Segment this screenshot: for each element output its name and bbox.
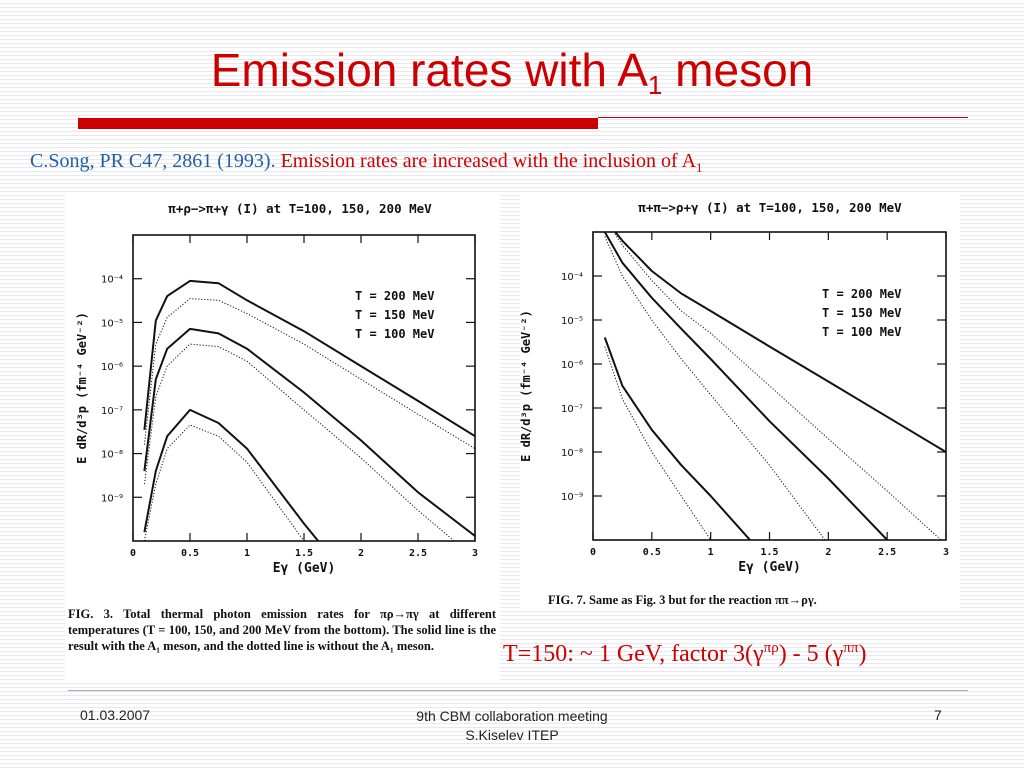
y-tick-label: 10⁻⁷ xyxy=(561,404,583,415)
annotation: T=150: ~ 1 GeV, factor 3(γπρ) - 5 (γππ) xyxy=(503,640,866,668)
x-axis-label: Eγ (GeV) xyxy=(273,561,336,576)
x-tick-label: 0.5 xyxy=(181,548,199,559)
y-tick-label: 10⁻⁹ xyxy=(101,493,123,504)
chart-title: π+ρ−>π+γ (I) at T=100, 150, 200 MeV xyxy=(168,201,432,216)
series-line xyxy=(604,346,712,540)
series-line xyxy=(143,424,305,541)
footer-date: 01.03.2007 xyxy=(80,707,151,723)
x-tick-label: 1.5 xyxy=(760,547,778,558)
slide-title: Emission rates with A1 meson xyxy=(0,42,1024,113)
title-subscript: 1 xyxy=(647,70,663,100)
y-tick-label: 10⁻⁶ xyxy=(101,362,123,373)
series-line xyxy=(612,232,942,540)
page-number: 7 xyxy=(934,707,942,723)
legend-entry: T = 100 MeV xyxy=(822,325,901,339)
x-tick-label: 1 xyxy=(708,547,714,558)
series-line xyxy=(604,236,826,540)
x-tick-label: 2 xyxy=(825,547,831,558)
series-line xyxy=(143,298,475,450)
title-rule xyxy=(598,117,968,118)
y-tick-label: 10⁻⁸ xyxy=(101,450,123,461)
series-line xyxy=(603,337,752,540)
legend-entry: T = 100 MeV xyxy=(355,327,434,341)
subtitle: C.Song, PR C47, 2861 (1993). Emission ra… xyxy=(30,150,703,176)
plot-frame xyxy=(592,231,947,541)
figure-panel xyxy=(65,195,500,680)
figure-caption: FIG. 7. Same as Fig. 3 but for the react… xyxy=(548,593,817,607)
x-tick-label: 3 xyxy=(943,547,949,558)
footer-author: S.Kiselev ITEP xyxy=(465,727,559,743)
legend-entry: T = 200 MeV xyxy=(822,287,901,301)
series-line xyxy=(143,279,475,438)
legend-entry: T = 200 MeV xyxy=(355,289,434,303)
x-tick-label: 1 xyxy=(244,548,250,559)
x-tick-label: 0.5 xyxy=(643,547,661,558)
annotation-superscript: πρ xyxy=(763,640,779,656)
legend-entry: T = 150 MeV xyxy=(822,306,901,320)
reference: C.Song, PR C47, 2861 (1993). xyxy=(30,150,276,172)
series-line xyxy=(143,408,320,541)
title-text: Emission rates with A xyxy=(210,44,648,96)
x-tick-label: 0 xyxy=(590,547,596,558)
series-line xyxy=(603,232,888,540)
y-tick-label: 10⁻⁶ xyxy=(561,360,583,371)
x-tick-label: 2.5 xyxy=(878,547,896,558)
y-tick-label: 10⁻⁸ xyxy=(561,448,583,459)
plot-frame xyxy=(132,234,476,542)
title-text: meson xyxy=(662,44,814,96)
chart-title: π+π−>ρ+γ (I) at T=100, 150, 200 MeV xyxy=(638,200,902,215)
title-bar xyxy=(78,118,598,129)
y-tick-label: 10⁻⁷ xyxy=(101,406,123,417)
x-tick-label: 3 xyxy=(472,548,478,559)
annotation-text: ) xyxy=(858,641,867,667)
y-tick-label: 10⁻⁴ xyxy=(101,275,123,286)
annotation-superscript: ππ xyxy=(843,640,859,656)
series-line xyxy=(614,232,946,453)
y-axis-label: E dR/d³p (fm⁻⁴ GeV⁻²) xyxy=(75,312,89,464)
subtitle-text: Emission rates are increased with the in… xyxy=(280,150,697,172)
y-tick-label: 10⁻⁵ xyxy=(101,318,123,329)
series-line xyxy=(143,343,456,541)
y-tick-label: 10⁻⁴ xyxy=(561,272,583,283)
annotation-text: T=150: ~ 1 GeV, factor 3(γ xyxy=(503,641,764,667)
y-tick-label: 10⁻⁹ xyxy=(561,492,583,503)
y-tick-label: 10⁻⁵ xyxy=(561,316,583,327)
x-tick-label: 0 xyxy=(130,548,136,559)
footer-rule xyxy=(68,690,968,691)
subtitle-subscript: 1 xyxy=(696,160,703,175)
x-tick-label: 2 xyxy=(358,548,364,559)
y-axis-label: E dR/d³p (fm⁻⁴ GeV⁻²) xyxy=(519,310,533,462)
series-line xyxy=(143,327,475,537)
x-tick-label: 1.5 xyxy=(295,548,313,559)
legend-entry: T = 150 MeV xyxy=(355,308,434,322)
figure-caption: FIG. 3. Total thermal photon emission ra… xyxy=(68,607,496,653)
annotation-text: ) - 5 (γ xyxy=(778,641,844,667)
x-axis-label: Eγ (GeV) xyxy=(738,560,801,575)
footer-event: 9th CBM collaboration meeting xyxy=(416,708,608,724)
x-tick-label: 2.5 xyxy=(409,548,427,559)
footer-center: 9th CBM collaboration meeting S.Kiselev I… xyxy=(312,707,712,745)
